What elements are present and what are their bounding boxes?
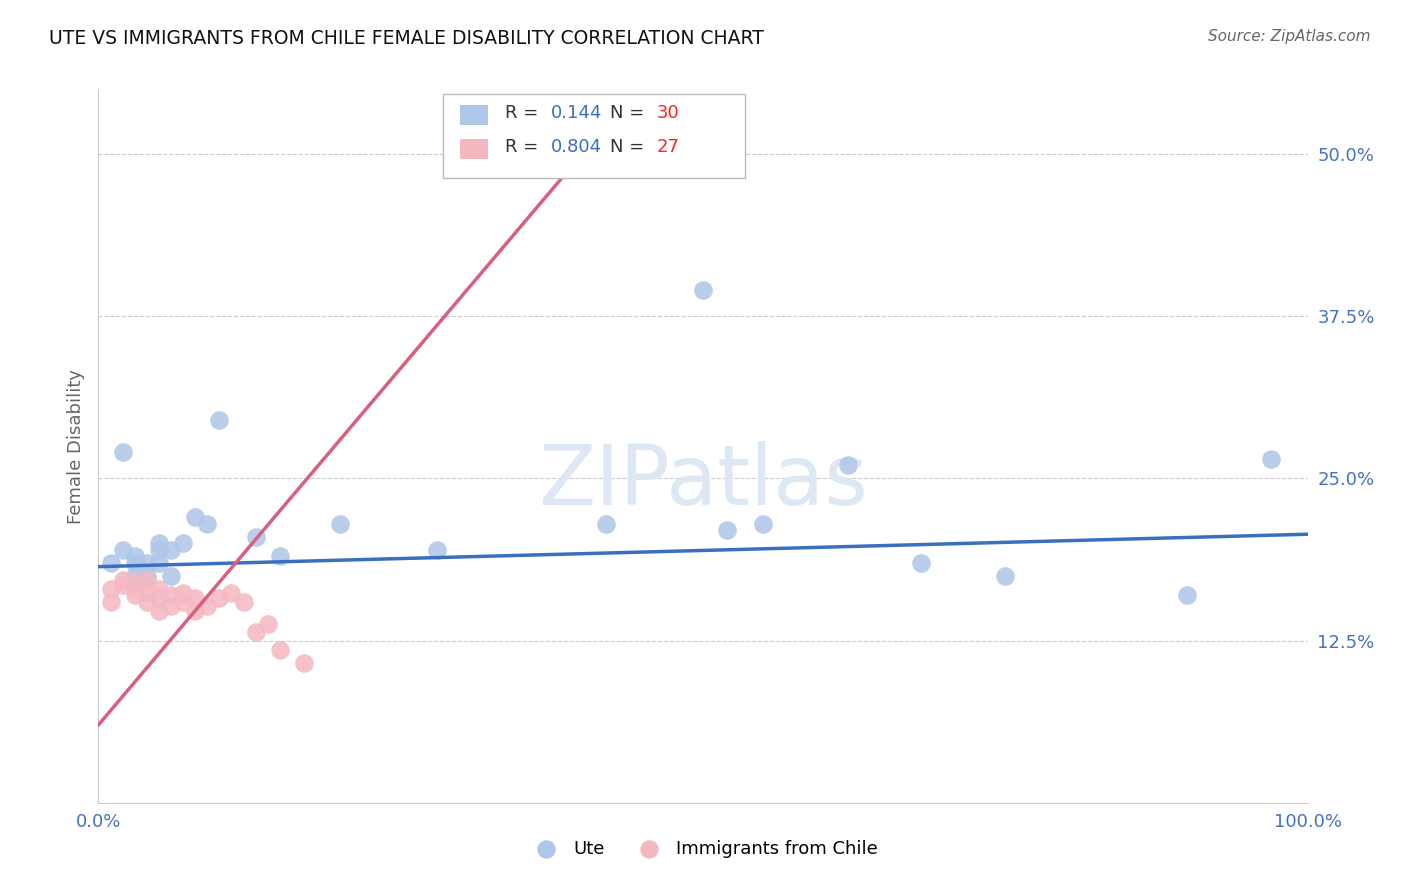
Point xyxy=(135,556,157,570)
Point xyxy=(195,516,218,531)
Point xyxy=(124,582,146,596)
Point xyxy=(160,542,183,557)
Text: N =: N = xyxy=(610,104,650,122)
Point xyxy=(172,536,194,550)
Point xyxy=(124,549,146,564)
Point xyxy=(184,604,207,618)
Point xyxy=(245,530,267,544)
Point xyxy=(124,568,146,582)
Point xyxy=(184,510,207,524)
Point xyxy=(184,591,207,605)
Point xyxy=(208,413,231,427)
Point xyxy=(269,642,291,657)
Point xyxy=(124,575,146,590)
Legend: Ute, Immigrants from Chile: Ute, Immigrants from Chile xyxy=(520,833,886,865)
Text: ZIPatlas: ZIPatlas xyxy=(538,442,868,522)
Point xyxy=(329,516,352,531)
Point xyxy=(232,595,254,609)
Point xyxy=(172,595,194,609)
Point xyxy=(100,556,122,570)
Text: R =: R = xyxy=(505,138,544,156)
Point xyxy=(124,588,146,602)
Point xyxy=(111,542,134,557)
Text: 0.804: 0.804 xyxy=(551,138,602,156)
Point xyxy=(910,556,932,570)
Text: 0.144: 0.144 xyxy=(551,104,603,122)
Point xyxy=(221,585,243,599)
Point xyxy=(595,516,617,531)
Point xyxy=(1175,588,1198,602)
Point xyxy=(837,458,859,473)
Point xyxy=(100,582,122,596)
Point xyxy=(124,556,146,570)
Point xyxy=(208,591,231,605)
Y-axis label: Female Disability: Female Disability xyxy=(66,368,84,524)
Text: R =: R = xyxy=(505,104,544,122)
Point xyxy=(160,568,183,582)
Point xyxy=(245,624,267,639)
Point xyxy=(111,573,134,587)
Point xyxy=(135,595,157,609)
Point xyxy=(148,604,170,618)
Point xyxy=(172,585,194,599)
Text: N =: N = xyxy=(610,138,650,156)
Text: UTE VS IMMIGRANTS FROM CHILE FEMALE DISABILITY CORRELATION CHART: UTE VS IMMIGRANTS FROM CHILE FEMALE DISA… xyxy=(49,29,763,47)
Text: 27: 27 xyxy=(657,138,679,156)
Point xyxy=(135,568,157,582)
Point xyxy=(256,616,278,631)
Point xyxy=(716,524,738,538)
Point xyxy=(1260,452,1282,467)
Point xyxy=(292,656,315,670)
Point xyxy=(148,591,170,605)
Point xyxy=(148,582,170,596)
Point xyxy=(135,585,157,599)
Point xyxy=(195,599,218,613)
Point xyxy=(100,595,122,609)
Point xyxy=(994,568,1017,582)
Point xyxy=(269,549,291,564)
Point xyxy=(135,573,157,587)
Point xyxy=(160,588,183,602)
Point xyxy=(148,556,170,570)
Point xyxy=(148,536,170,550)
Point xyxy=(692,283,714,297)
Point xyxy=(160,599,183,613)
Text: 30: 30 xyxy=(657,104,679,122)
Point xyxy=(111,445,134,459)
Text: Source: ZipAtlas.com: Source: ZipAtlas.com xyxy=(1208,29,1371,44)
Point xyxy=(426,542,449,557)
Point xyxy=(752,516,775,531)
Point xyxy=(148,542,170,557)
Point xyxy=(111,578,134,592)
